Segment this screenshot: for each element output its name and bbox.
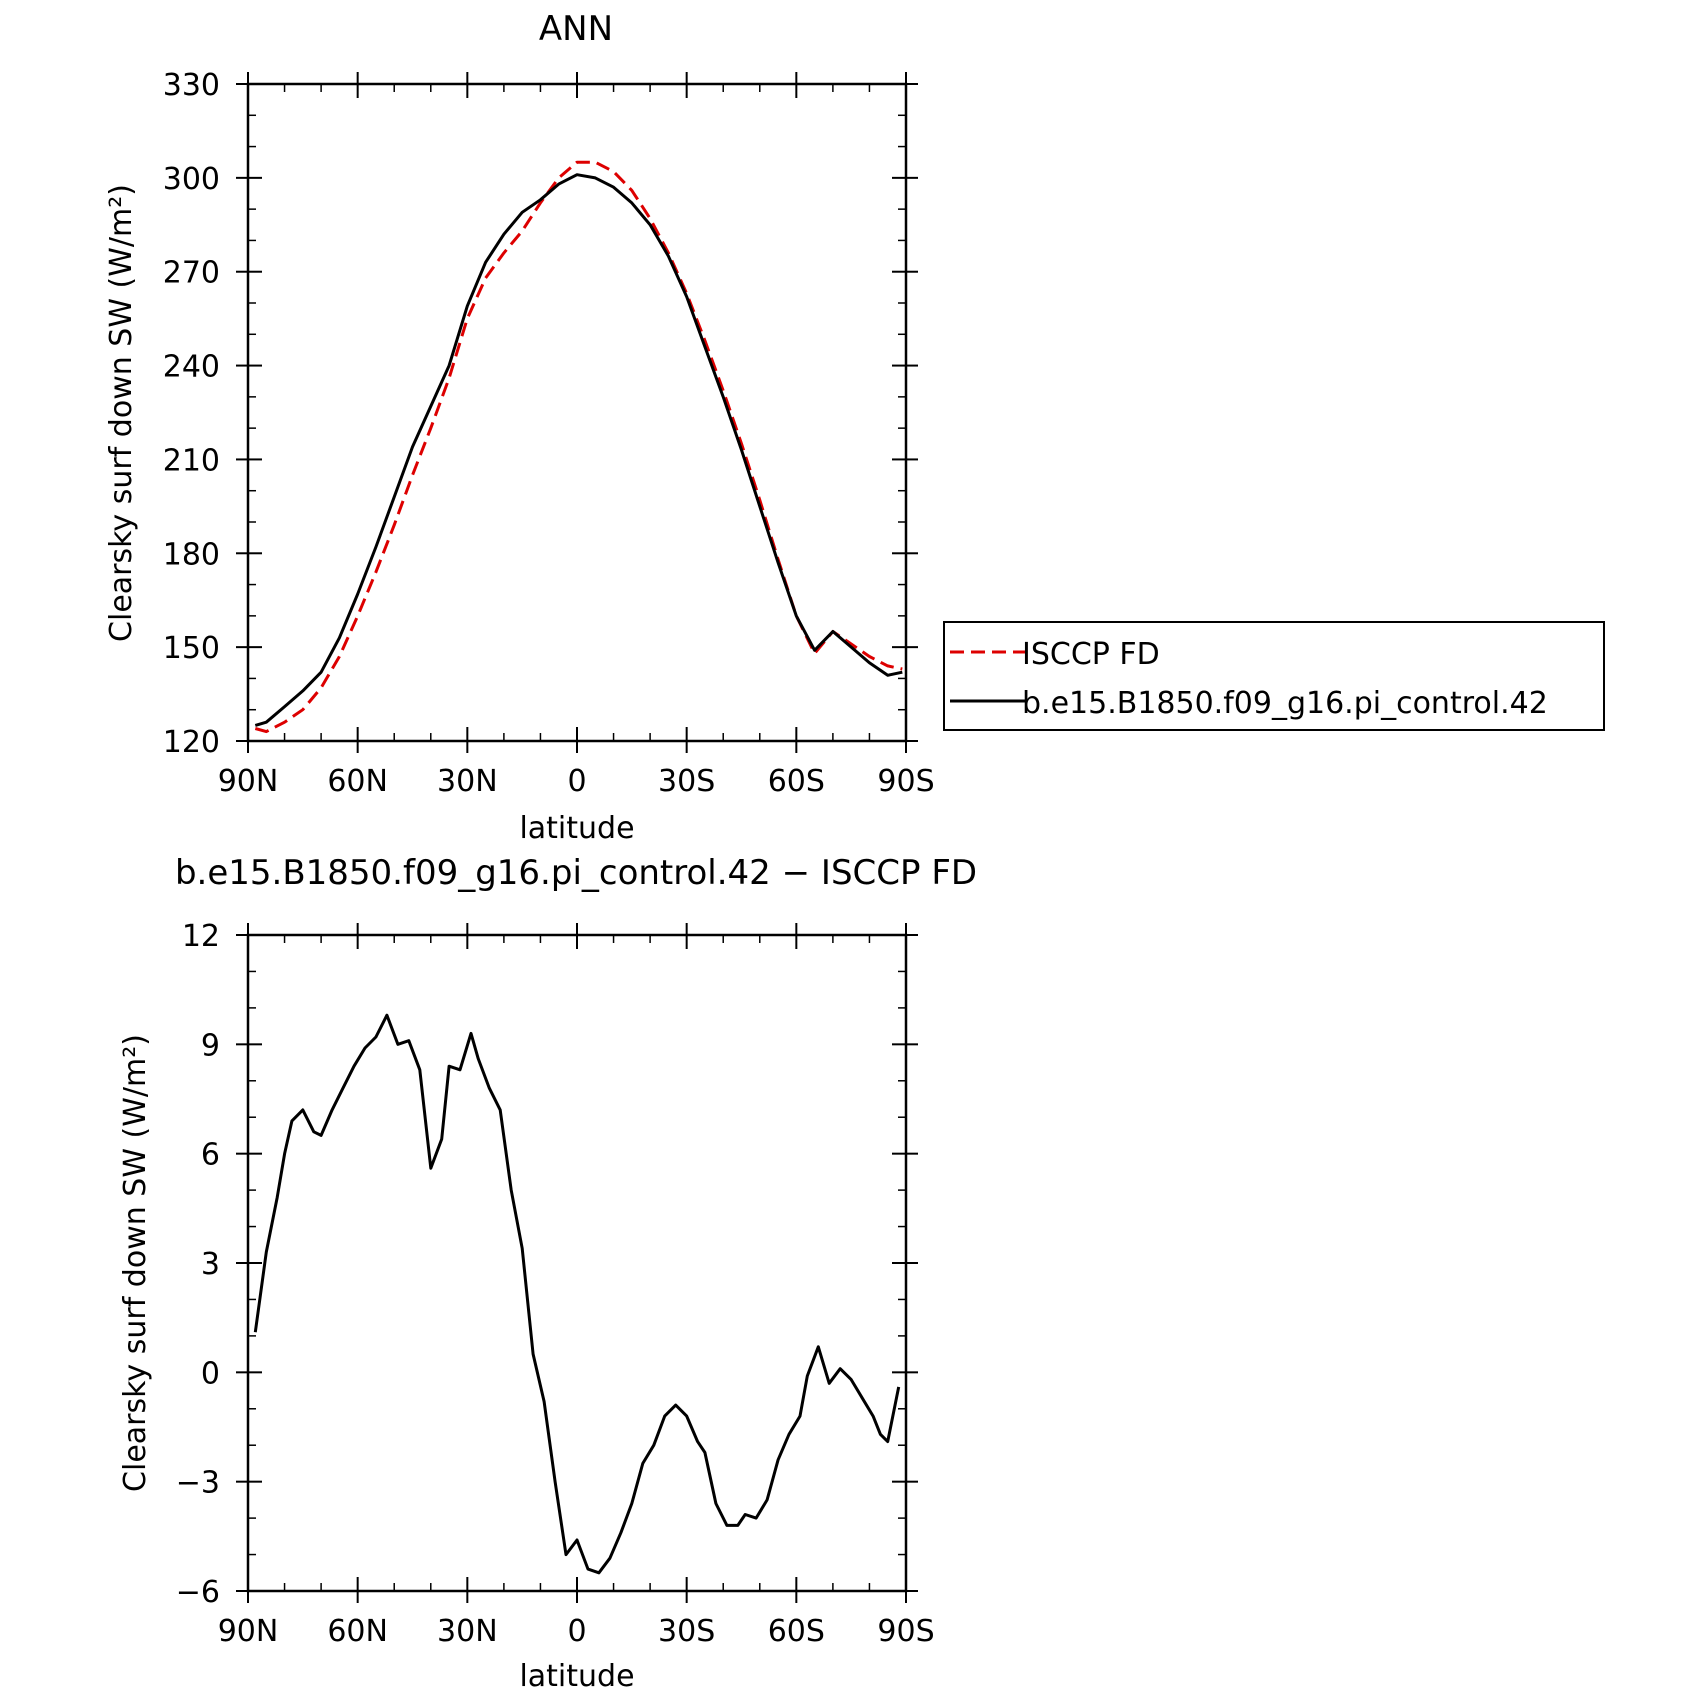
top-y-tick-label: 150 bbox=[163, 631, 220, 666]
bottom-x-axis-label: latitude bbox=[519, 1659, 634, 1691]
top-x-tick-label: 30S bbox=[658, 764, 715, 799]
bottom-x-tick-label: 60S bbox=[768, 1614, 825, 1649]
bottom-x-tick-label: 30N bbox=[437, 1614, 498, 1649]
top-y-tick-label: 270 bbox=[163, 256, 220, 291]
top-y-tick-label: 330 bbox=[163, 68, 220, 103]
legend-box bbox=[943, 621, 1605, 731]
top-series-line-1 bbox=[254, 173, 903, 727]
bottom-x-tick-label: 90S bbox=[877, 1614, 934, 1649]
bottom-x-tick-label: 90N bbox=[218, 1614, 279, 1649]
top-x-tick-label: 60N bbox=[327, 764, 388, 799]
bottom-y-tick-label: 9 bbox=[201, 1028, 220, 1063]
bottom-y-axis-label: Clearsky surf down SW (W/m²) bbox=[118, 1034, 153, 1492]
top-x-tick-label: 30N bbox=[437, 764, 498, 799]
top-series-line-0 bbox=[254, 160, 903, 734]
bottom-x-tick-label: 30S bbox=[658, 1614, 715, 1649]
top-x-tick-label: 60S bbox=[768, 764, 825, 799]
bottom-panel: b.e15.B1850.f09_g16.pi_control.42 − ISCC… bbox=[118, 853, 977, 1691]
bottom-y-tick-label: 6 bbox=[201, 1138, 220, 1173]
legend-label-model: b.e15.B1850.f09_g16.pi_control.42 bbox=[1022, 686, 1548, 721]
bottom-y-tick-label: −6 bbox=[176, 1575, 220, 1610]
top-y-tick-label: 240 bbox=[163, 350, 220, 385]
bottom-x-tick-label: 60N bbox=[327, 1614, 388, 1649]
bottom-plot-frame bbox=[246, 933, 908, 1593]
bottom-y-tick-label: −3 bbox=[176, 1466, 220, 1501]
chart-title-bottom: b.e15.B1850.f09_g16.pi_control.42 − ISCC… bbox=[175, 853, 977, 893]
top-x-tick-label: 0 bbox=[567, 764, 586, 799]
top-y-tick-label: 120 bbox=[163, 725, 220, 760]
top-y-tick-label: 300 bbox=[163, 162, 220, 197]
top-x-axis-label: latitude bbox=[519, 811, 634, 846]
chart-title-top: ANN bbox=[539, 9, 613, 49]
top-y-tick-label: 180 bbox=[163, 537, 220, 572]
bottom-x-tick-label: 0 bbox=[567, 1614, 586, 1649]
bottom-y-tick-label: 3 bbox=[201, 1247, 220, 1282]
top-y-tick-label: 210 bbox=[163, 443, 220, 478]
legend: ISCCP FD b.e15.B1850.f09_g16.pi_control.… bbox=[943, 621, 1605, 731]
bottom-y-tick-label: 12 bbox=[182, 919, 220, 954]
top-x-tick-label: 90S bbox=[877, 764, 934, 799]
bottom-y-tick-label: 0 bbox=[201, 1356, 220, 1391]
legend-label-isccp: ISCCP FD bbox=[1022, 637, 1160, 672]
top-x-tick-label: 90N bbox=[218, 764, 279, 799]
top-y-axis-label: Clearsky surf down SW (W/m²) bbox=[104, 184, 139, 642]
bottom-series-line-0 bbox=[253, 1013, 901, 1575]
top-panel: ANN 90N 60N 30N 0 30S 60S 90S 120 150 180 210 240 27… bbox=[104, 9, 1605, 846]
